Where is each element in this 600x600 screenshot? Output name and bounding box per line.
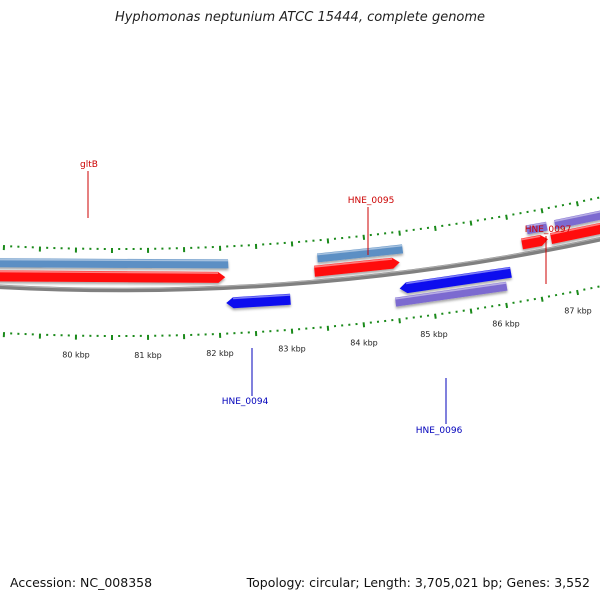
gene-block-HNE-0096-violet (395, 281, 508, 307)
kbp-label: 80 kbp (62, 351, 90, 360)
major-tick (540, 208, 544, 214)
gene-block-HNE-0097-red-highlight (521, 235, 541, 241)
kbp-label: 85 kbp (420, 330, 448, 339)
kbp-label: 87 kbp (564, 306, 592, 315)
genome-summary-text: Topology: circular; Length: 3,705,021 bp… (246, 575, 590, 590)
kbp-label: 83 kbp (278, 345, 306, 354)
upper-tick-ruler (2, 196, 600, 253)
major-tick (505, 302, 509, 309)
gene-block-right-red (550, 222, 600, 244)
gene-block-gltB-steelblue-highlight (0, 258, 229, 262)
major-tick (434, 313, 437, 319)
major-tick (398, 318, 401, 324)
gene-label-gltB: gltB (80, 160, 98, 170)
major-tick (433, 225, 437, 232)
kbp-label: 82 kbp (206, 349, 234, 358)
kbp-label: 81 kbp (134, 351, 162, 360)
gene-block-gltB-red-highlight (0, 270, 219, 274)
gene-label-HNE-0094: HNE_0094 (222, 397, 269, 407)
map-title: Hyphomonas neptunium ATCC 15444, complet… (114, 10, 486, 25)
gene-label-HNE-0096: HNE_0096 (416, 426, 463, 436)
gene-block-right-red-highlight (550, 223, 600, 236)
major-tick (362, 322, 366, 328)
genome-backbone (0, 236, 600, 293)
gene-block-HNE-0096-blue (399, 266, 512, 294)
gene-block-HNE-0096-violet-highlight (395, 282, 507, 300)
major-tick (469, 220, 473, 226)
backbone-highlight (0, 237, 600, 289)
accession-text: Accession: NC_008358 (10, 575, 153, 590)
kbp-label: 84 kbp (350, 338, 378, 347)
gene-track (0, 210, 600, 309)
gene-block-HNE-0095-steelblue (317, 244, 404, 263)
gene-block-HNE-0095-steelblue-highlight (317, 244, 403, 256)
gene-label-HNE-0095: HNE_0095 (348, 196, 395, 206)
gene-labels: gltB HNE_0095 HNE_0097 HNE_0094 HNE_0096 (80, 160, 571, 436)
major-tick (469, 308, 473, 314)
gene-block-right-violet-highlight (554, 211, 600, 223)
kbp-label: 86 kbp (492, 319, 520, 328)
gene-label-HNE-0097: HNE_0097 (525, 225, 572, 235)
major-tick (362, 234, 366, 240)
gene-block-HNE-0095-red (314, 257, 400, 277)
major-tick (576, 289, 580, 296)
major-tick (575, 201, 579, 207)
major-tick (540, 296, 544, 302)
major-tick (398, 230, 401, 236)
gene-block-right-violet (554, 210, 600, 229)
major-tick (505, 214, 508, 220)
gene-block-HNE-0095-red-highlight (314, 258, 393, 268)
kbp-scale-labels: 80 kbp 81 kbp 82 kbp 83 kbp 84 kbp 85 kbp 86 k… (62, 306, 592, 360)
lower-tick-ruler (2, 285, 600, 340)
gene-block-HNE-0097-violet-highlight (526, 222, 547, 228)
backbone-arc (0, 236, 600, 293)
gene-block-HNE-0094-blue-highlight (233, 294, 291, 300)
gene-block-HNE-0096-blue-highlight (406, 267, 511, 285)
